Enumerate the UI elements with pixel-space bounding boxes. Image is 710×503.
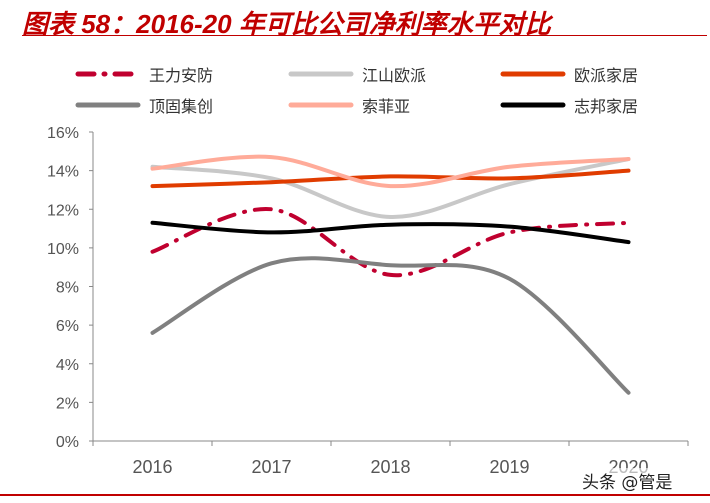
chart-title: 图表 58：2016-20 年可比公司净利率水平对比 xyxy=(22,9,551,39)
x-tick-label: 2018 xyxy=(370,457,410,477)
legend-label: 江山欧派 xyxy=(362,66,427,85)
y-tick-label: 0% xyxy=(56,434,79,451)
legend-label: 志邦家居 xyxy=(574,97,639,116)
legend-item: 顶固集创 xyxy=(75,93,213,117)
series-line-3 xyxy=(150,256,631,395)
legend-swatch xyxy=(75,71,141,77)
title-divider xyxy=(22,35,707,36)
legend-swatch xyxy=(75,102,141,108)
legend-item: 志邦家居 xyxy=(500,93,638,117)
legend-item: 欧派家居 xyxy=(500,62,638,86)
y-tick-label: 10% xyxy=(47,241,79,258)
bottom-divider xyxy=(0,494,710,496)
legend-label: 欧派家居 xyxy=(574,66,639,85)
y-tick-label: 8% xyxy=(56,280,79,297)
y-tick-label: 6% xyxy=(56,318,79,335)
watermark: 头条 @管是 xyxy=(582,468,673,493)
legend-swatch xyxy=(288,71,354,77)
x-tick-label: 2016 xyxy=(132,457,172,477)
legend-item: 王力安防 xyxy=(75,62,213,86)
legend-item: 江山欧派 xyxy=(288,62,426,86)
x-tick-label: 2019 xyxy=(489,457,529,477)
y-tick-label: 14% xyxy=(47,164,79,181)
y-tick-label: 2% xyxy=(56,395,79,412)
legend-swatch xyxy=(288,102,354,108)
x-tick-label: 2017 xyxy=(251,457,291,477)
y-tick-label: 12% xyxy=(47,202,79,219)
series-line-4 xyxy=(150,154,631,189)
series-line-0 xyxy=(150,207,631,278)
y-tick-label: 4% xyxy=(56,357,79,374)
legend-label: 王力安防 xyxy=(149,66,214,85)
legend-swatch xyxy=(500,71,566,77)
y-tick-label: 16% xyxy=(47,125,79,142)
legend-swatch xyxy=(500,102,566,108)
legend-label: 顶固集创 xyxy=(149,97,214,116)
series-line-5 xyxy=(150,220,631,245)
legend-label: 索菲亚 xyxy=(362,97,411,116)
legend-item: 索菲亚 xyxy=(288,93,410,117)
series-line-2 xyxy=(150,168,631,189)
